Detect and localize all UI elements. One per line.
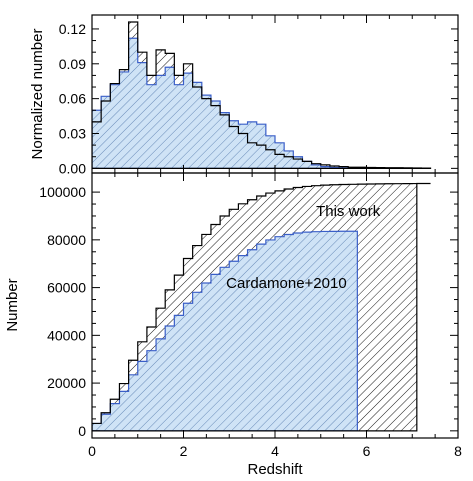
top-panel: 0.00 0.03 0.06 0.09 0.12 Normalized number bbox=[29, 14, 459, 176]
this-work-annotation: This work bbox=[316, 203, 381, 220]
top-y-tick-label: 0.06 bbox=[59, 91, 86, 107]
top-y-tick-label: 0.00 bbox=[59, 160, 86, 176]
bottom-y-tick-label: 40000 bbox=[47, 327, 86, 343]
bottom-y-tick-label: 60000 bbox=[47, 280, 86, 296]
bottom-panel: 0 20000 40000 60000 80000 100000 0 2 4 6 8 Number… bbox=[4, 172, 462, 478]
bottom-panel-frame bbox=[91, 172, 459, 439]
cardamone-cumulative-outline bbox=[92, 230, 358, 432]
top-plot-area bbox=[92, 21, 432, 169]
top-y-tick-label: 0.03 bbox=[59, 126, 86, 142]
cardamone-hist-hatch bbox=[92, 38, 358, 169]
bottom-x-tick-label: 0 bbox=[88, 443, 96, 459]
this-work-cumulative-outline bbox=[92, 182, 431, 432]
bottom-y-axis: 0 20000 40000 60000 80000 100000 bbox=[39, 184, 458, 439]
bottom-x-tick-label: 2 bbox=[180, 443, 188, 459]
bottom-plot-area bbox=[92, 182, 431, 432]
bottom-y-tick-label: 100000 bbox=[39, 184, 86, 200]
top-y-axis-label: Normalized number bbox=[29, 29, 46, 160]
bottom-y-tick-label: 0 bbox=[78, 423, 86, 439]
top-y-axis: 0.00 0.03 0.06 0.09 0.12 bbox=[59, 21, 458, 176]
this-work-hist-outline bbox=[92, 21, 432, 169]
bottom-y-axis-label: Number bbox=[4, 278, 21, 331]
bottom-x-tick-label: 8 bbox=[454, 443, 462, 459]
cardamone-cumulative-hatch bbox=[92, 231, 358, 431]
cardamone-annotation: Cardamone+2010 bbox=[226, 275, 347, 292]
bottom-x-tick-label: 6 bbox=[363, 443, 371, 459]
top-y-tick-label: 0.12 bbox=[59, 21, 86, 37]
bottom-y-tick-label: 80000 bbox=[47, 232, 86, 248]
bottom-x-axis-label: Redshift bbox=[247, 461, 303, 478]
bottom-y-tick-label: 20000 bbox=[47, 375, 86, 391]
bottom-x-tick-label: 4 bbox=[271, 443, 279, 459]
top-y-tick-label: 0.09 bbox=[59, 56, 86, 72]
